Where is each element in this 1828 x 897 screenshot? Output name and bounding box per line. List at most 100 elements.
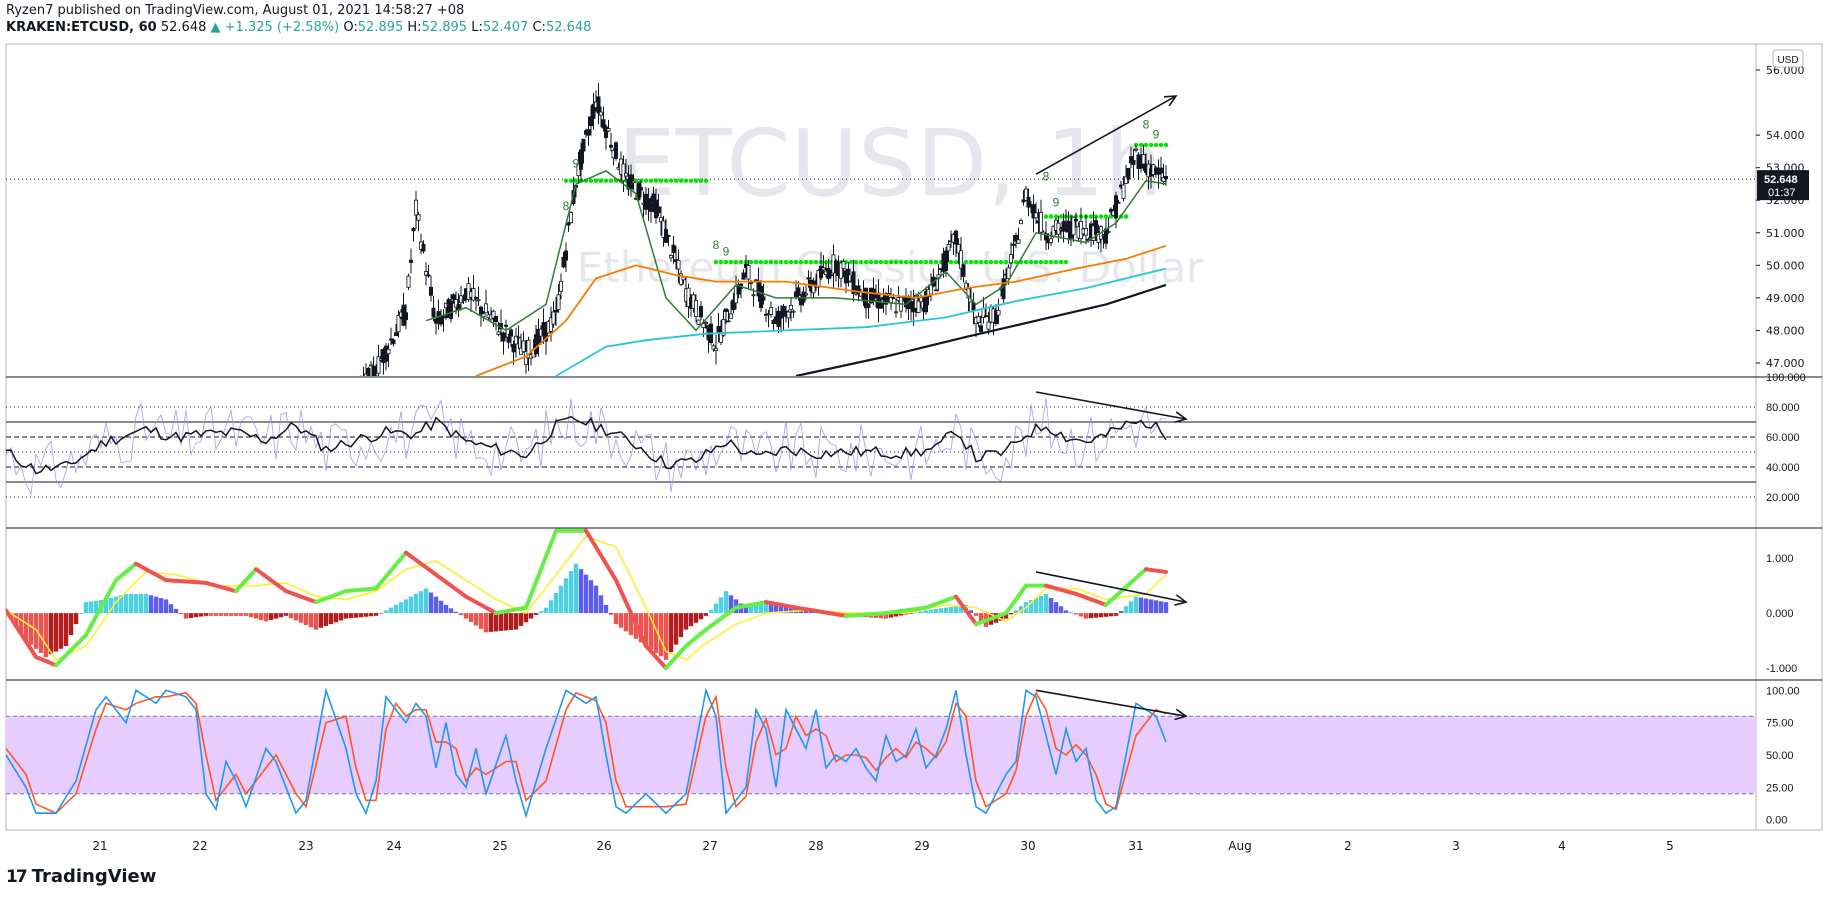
candle-body — [839, 262, 844, 279]
candle-body — [1016, 239, 1021, 244]
candle-body — [162, 435, 165, 436]
candle-body — [12, 438, 15, 451]
ma-line-2 — [475, 244, 1167, 376]
macd-line-segment — [524, 528, 558, 610]
td-level-dot — [44, 377, 48, 381]
candle-body — [791, 310, 796, 313]
td-level-dot — [1063, 259, 1069, 265]
candle-body — [1164, 176, 1169, 180]
macd-histogram-bar — [38, 613, 44, 653]
candle-body — [1159, 167, 1164, 174]
td-level-dot — [713, 259, 719, 265]
macd-histogram-bar — [1123, 606, 1129, 614]
macd-histogram-bar — [373, 613, 379, 616]
stoch-tick-label: 50.00 — [1766, 750, 1794, 762]
candle-body — [1026, 196, 1031, 208]
candle-body — [39, 443, 42, 451]
candle-body — [24, 430, 27, 449]
macd-histogram-bar — [103, 599, 109, 614]
candle-body — [501, 332, 506, 342]
price-tick-label: 49.000 — [1766, 292, 1805, 305]
macd-histogram-bar — [888, 613, 894, 618]
candle-body — [426, 274, 431, 277]
time-tick-label: 28 — [808, 839, 823, 853]
candle-body — [461, 299, 466, 302]
macd-line-segment — [884, 605, 928, 616]
candle-body — [776, 310, 781, 328]
candle-body — [1034, 212, 1039, 219]
symbol-name[interactable]: KRAKEN:ETCUSD, 60 — [6, 20, 157, 35]
candle-body — [214, 453, 217, 457]
macd-histogram-bar — [463, 613, 469, 619]
td-level-dot — [718, 259, 724, 265]
macd-histogram-bar — [478, 613, 484, 629]
macd-histogram-bar — [753, 604, 759, 614]
macd-histogram-bar — [1003, 613, 1009, 619]
macd-line-segment — [314, 589, 348, 605]
candle-body — [916, 300, 921, 313]
macd-histogram-bar — [1148, 599, 1154, 614]
macd-histogram-bar — [658, 613, 664, 657]
candle-body — [134, 439, 137, 450]
td-count-label: 8 — [713, 238, 720, 252]
macd-histogram-bar — [293, 613, 299, 621]
candle-body — [724, 308, 729, 312]
macd-histogram-bar — [953, 606, 959, 614]
macd-histogram-bar — [263, 613, 269, 622]
td-level-dot — [963, 259, 969, 265]
td-level-dot — [1038, 259, 1044, 265]
candle-body — [639, 187, 644, 191]
candle-body — [1074, 219, 1079, 222]
candle-body — [554, 309, 559, 313]
macd-histogram-bar — [758, 603, 764, 614]
candle-body — [413, 199, 418, 216]
macd-histogram — [6, 563, 1169, 660]
macd-histogram-bar — [63, 613, 69, 647]
td-level-dot — [913, 259, 919, 265]
candle-body — [729, 313, 734, 319]
macd-histogram-bar — [368, 613, 374, 617]
macd-line-segment — [794, 605, 848, 618]
td-level-dot — [1133, 142, 1139, 148]
macd-histogram-bar — [683, 613, 689, 630]
td-level-dot — [658, 178, 664, 183]
td-level-dot — [873, 259, 879, 265]
macd-line-segment — [974, 611, 1008, 627]
td-count-label: 8 — [563, 199, 570, 213]
td-level-dot — [993, 259, 999, 265]
candle-body — [821, 267, 826, 271]
macd-histogram-bar — [1058, 606, 1064, 614]
time-tick-label: 22 — [192, 839, 207, 853]
macd-histogram-bar — [498, 613, 504, 631]
td-level-dot — [1053, 259, 1059, 265]
candle-body — [699, 306, 704, 318]
macd-histogram-bar — [878, 613, 884, 619]
macd-histogram-bar — [948, 606, 954, 614]
candle-body — [152, 446, 155, 450]
macd-histogram-bar — [1008, 613, 1014, 615]
time-tick-label: 27 — [702, 839, 717, 853]
currency-badge[interactable] — [1772, 49, 1804, 68]
tradingview-logo[interactable]: 17 TradingView — [6, 866, 156, 887]
macd-histogram-bar — [1033, 598, 1039, 614]
macd-histogram-bar — [128, 593, 134, 614]
macd-histogram-bar — [703, 613, 709, 616]
candle-body — [589, 116, 594, 127]
td-level-dot — [968, 259, 974, 265]
candle-body — [844, 270, 849, 284]
candle-body — [954, 230, 959, 245]
candle-body — [731, 299, 736, 311]
macd-histogram-bar — [608, 613, 614, 615]
candle-body — [1001, 278, 1006, 300]
macd-histogram-bar — [968, 610, 974, 614]
stoch-pane — [6, 687, 1756, 819]
candle-body — [956, 244, 961, 254]
td-level-dot — [39, 377, 43, 381]
macd-histogram-bar — [898, 613, 904, 616]
time-tick-label: 5 — [1666, 839, 1674, 853]
td-level-dot — [563, 178, 569, 183]
macd-line-segment — [614, 578, 648, 649]
macd-histogram-bar — [83, 602, 89, 614]
macd-histogram-bar — [203, 613, 209, 616]
